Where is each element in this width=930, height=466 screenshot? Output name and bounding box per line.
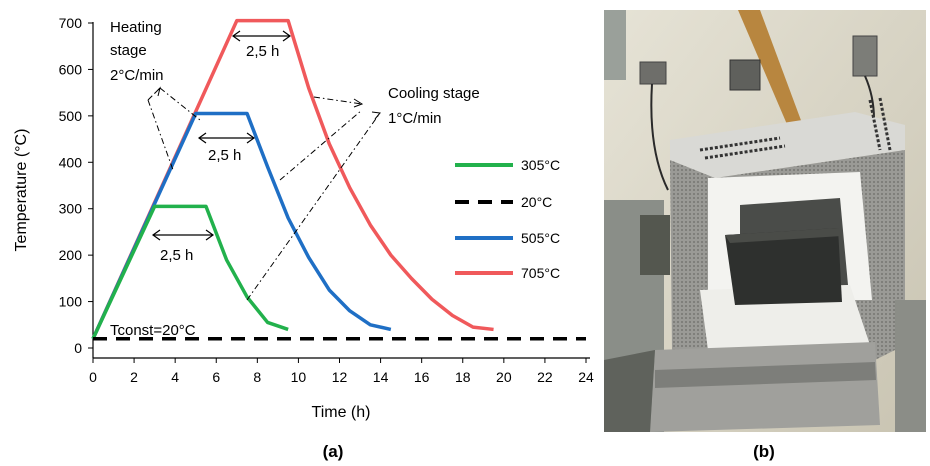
right-equipment — [895, 300, 926, 432]
x-tick-label: 6 — [212, 369, 220, 385]
x-tick-label: 10 — [291, 369, 307, 385]
chart-panel-a: 0 2 4 6 8 10 12 14 16 18 20 22 24 010020030040050060… — [13, 15, 594, 461]
x-tick-label: 16 — [414, 369, 430, 385]
left-shelf — [604, 10, 626, 80]
x-tick-label: 4 — [171, 369, 179, 385]
x-tick-label: 24 — [578, 369, 594, 385]
series-line-705c — [91, 18, 494, 340]
x-tick-label: 14 — [373, 369, 389, 385]
wooden-post — [738, 10, 812, 150]
heating-stage-label-1: Heating — [110, 19, 162, 36]
hold-label-505: 2,5 h — [208, 147, 241, 164]
y-tick-label: 400 — [59, 154, 83, 170]
x-tick-label: 22 — [537, 369, 553, 385]
x-tick-label: 18 — [455, 369, 471, 385]
x-ticks: 0 2 4 6 8 10 12 14 16 18 20 22 24 — [89, 358, 594, 385]
heating-rate-label: 2°C/min — [110, 67, 164, 84]
cooling-rate-label: 1°C/min — [388, 110, 442, 127]
x-tick-label: 2 — [130, 369, 138, 385]
series-line-505c — [91, 111, 392, 340]
hold-marker-305 — [151, 229, 215, 241]
wall-socket-2 — [729, 59, 761, 91]
series-group — [91, 18, 586, 341]
legend-label-705c: 705°C — [521, 265, 560, 281]
wall-socket-1 — [639, 61, 667, 85]
furnace-top — [670, 112, 905, 178]
tray-rim — [725, 228, 842, 243]
cooling-pointer-505 — [279, 109, 363, 181]
furnace-base — [650, 342, 880, 432]
cooling-stage-label: Cooling stage — [388, 85, 480, 102]
y-tick-label: 500 — [59, 108, 83, 124]
hold-marker-505 — [197, 132, 256, 144]
cooling-arrowhead-1 — [353, 98, 364, 108]
wall-socket-3 — [852, 35, 878, 77]
hold-label-705: 2,5 h — [246, 43, 279, 60]
cooling-pointer-705 — [313, 96, 363, 105]
y-tick-label: 200 — [59, 247, 83, 263]
x-tick-label: 8 — [253, 369, 261, 385]
y-ticks: 0 100 200 300 400 500 600 700 — [59, 15, 93, 356]
y-tick-label: 700 — [59, 15, 83, 31]
panel-label-b: (b) — [753, 442, 775, 461]
x-axis-title: Time (h) — [312, 404, 371, 421]
x-tick-label: 12 — [332, 369, 348, 385]
x-tick-label: 20 — [496, 369, 512, 385]
y-tick-label: 100 — [59, 294, 83, 310]
heating-pointer-1 — [147, 99, 174, 171]
legend-label-505c: 505°C — [521, 230, 560, 246]
furnace-photo: (b) — [604, 10, 926, 461]
heating-pointer-2 — [159, 87, 201, 121]
legend: 305°C 20°C 505°C 705°C — [455, 157, 560, 281]
y-tick-label: 600 — [59, 61, 83, 77]
y-tick-label: 0 — [74, 340, 82, 356]
left-cylinder — [640, 215, 670, 275]
legend-label-305c: 305°C — [521, 157, 560, 173]
x-tick-label: 0 — [89, 369, 97, 385]
cooling-arrowhead-2 — [371, 111, 381, 120]
panel-label-a: (a) — [323, 442, 344, 461]
hold-label-305: 2,5 h — [160, 247, 193, 264]
series-line-305c — [91, 204, 289, 340]
hold-marker-705 — [231, 30, 292, 42]
heating-arrowhead — [154, 86, 161, 97]
cooling-pointer-305 — [246, 112, 381, 301]
sample-tray — [725, 228, 842, 305]
y-axis-title: Temperature (°C) — [13, 129, 30, 252]
legend-label-20c: 20°C — [521, 194, 552, 210]
y-tick-label: 300 — [59, 201, 83, 217]
tconst-label: Tconst=20°C — [110, 322, 196, 339]
heating-stage-label-2: stage — [110, 42, 147, 59]
cable-1 — [650, 83, 669, 191]
